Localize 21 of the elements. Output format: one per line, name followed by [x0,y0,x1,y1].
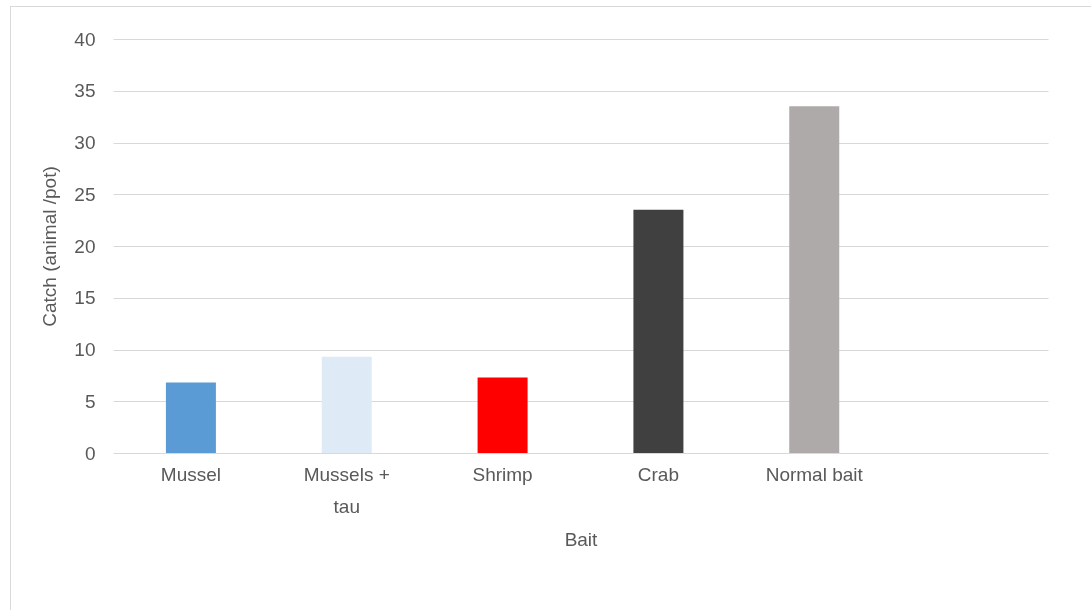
y-tick-label: 10 [74,339,96,360]
x-tick-label: Normal bait [765,463,864,485]
bar [321,356,372,453]
bar [789,106,840,453]
y-axis-title: Catch (animal /pot) [39,166,61,327]
y-tick-label: 20 [74,235,96,257]
y-tick-label: 15 [74,287,96,309]
x-tick-label: Mussels + tau [303,463,390,517]
y-tick-label: 40 [74,28,96,50]
bar [165,382,216,453]
x-tick-label: Shrimp [472,463,533,485]
y-tick-label: 35 [74,80,96,102]
x-tick-label: Mussel [160,463,222,485]
y-tick-label: 0 [84,442,96,464]
bar [477,377,528,453]
y-tick-label: 30 [74,132,96,153]
x-axis-title: Bait [564,528,599,550]
y-tick-label: 5 [84,390,96,412]
x-tick-label: Crab [637,463,680,485]
bar [633,209,684,453]
y-tick-label: 25 [74,183,96,205]
